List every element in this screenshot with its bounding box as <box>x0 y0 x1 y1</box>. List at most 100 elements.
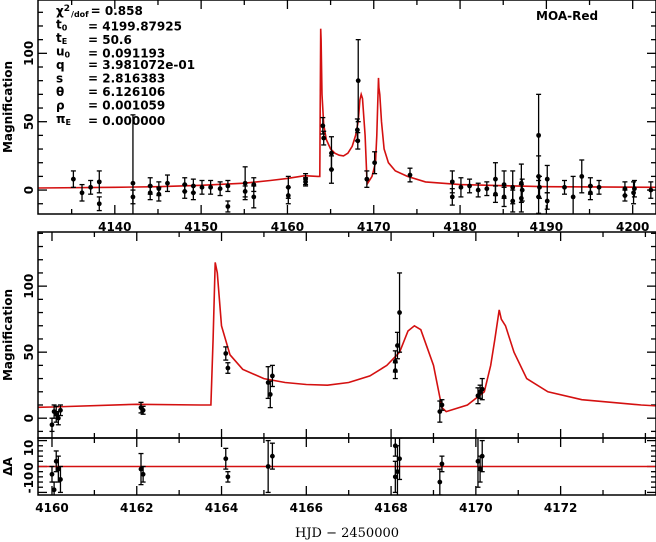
data-marker <box>518 195 524 201</box>
fit-parameter: q = 3.981072e-01 <box>56 58 195 72</box>
y-tick-label: 0 <box>22 186 36 194</box>
data-point <box>208 179 214 195</box>
data-point <box>57 465 63 494</box>
data-point <box>79 183 85 202</box>
data-marker <box>320 123 326 129</box>
data-point <box>57 404 63 417</box>
data-marker <box>439 461 445 467</box>
fit-parameter: ρ = 0.001059 <box>56 99 165 113</box>
data-point <box>397 272 403 353</box>
data-point <box>182 183 188 199</box>
data-point <box>285 186 291 205</box>
y-axis-label: Magnification <box>1 289 15 381</box>
data-point <box>544 192 550 210</box>
x-tick-label: 4170 <box>357 220 390 234</box>
data-point <box>394 331 400 360</box>
data-point <box>397 438 403 481</box>
data-marker <box>156 191 162 197</box>
data-marker <box>479 386 485 392</box>
data-point <box>223 447 229 470</box>
data-marker <box>285 193 291 198</box>
data-marker <box>321 135 327 141</box>
data-marker <box>96 179 102 185</box>
x-tick-label: 4150 <box>184 220 217 234</box>
x-tick-label: 4160 <box>35 501 68 515</box>
data-marker <box>70 176 76 182</box>
data-point <box>225 200 231 213</box>
fit-parameter: u0 = 0.091193 <box>56 45 165 61</box>
data-marker <box>225 474 231 480</box>
data-point <box>138 452 144 486</box>
data-marker <box>165 180 170 186</box>
data-marker <box>79 190 85 196</box>
data-point <box>475 182 481 198</box>
data-point <box>49 465 55 483</box>
data-marker <box>217 186 223 192</box>
data-marker <box>223 456 229 462</box>
data-point <box>475 438 481 488</box>
data-marker <box>225 365 231 371</box>
x-tick-label: 4168 <box>374 501 407 515</box>
data-marker <box>88 184 94 190</box>
data-point <box>130 189 136 205</box>
data-marker <box>140 407 146 413</box>
data-marker <box>364 176 370 182</box>
y-tick-label: -10 <box>22 472 36 494</box>
data-marker <box>562 184 567 190</box>
data-point <box>55 410 61 426</box>
fit-parameter: χ2/dof = 0.858 <box>56 4 143 19</box>
data-point <box>242 185 248 198</box>
data-marker <box>130 180 136 186</box>
data-marker <box>199 184 205 190</box>
data-point <box>439 455 445 473</box>
data-point <box>544 164 550 194</box>
data-marker <box>208 184 214 190</box>
x-tick-label: 4180 <box>443 220 476 234</box>
data-marker <box>267 392 273 397</box>
data-marker <box>467 183 472 189</box>
data-marker <box>588 190 593 196</box>
data-marker <box>58 477 63 482</box>
data-point <box>648 181 654 199</box>
fit-parameter: θ = 6.126106 <box>56 85 165 99</box>
data-marker <box>395 469 400 475</box>
data-point <box>147 185 153 201</box>
y-tick-label: 0 <box>22 462 36 470</box>
data-marker <box>53 411 59 417</box>
data-point <box>392 460 398 494</box>
data-point <box>437 468 443 495</box>
data-point <box>140 465 146 483</box>
data-point <box>492 185 498 204</box>
data-point <box>190 185 196 201</box>
data-marker <box>510 198 516 204</box>
data-marker <box>392 474 398 480</box>
data-point <box>355 131 361 150</box>
overview-panel: 0 50 100 Magnification 4140 4150 4160 4170 4180 4… <box>1 0 656 234</box>
data-point <box>251 185 257 209</box>
data-marker <box>475 393 481 399</box>
data-point <box>519 178 525 202</box>
data-marker <box>242 180 248 186</box>
y-tick-label: 50 <box>22 344 36 361</box>
data-marker <box>544 176 550 182</box>
data-point <box>364 170 370 188</box>
y-tick-label: 10 <box>22 440 36 457</box>
data-marker <box>223 351 229 356</box>
data-marker <box>355 78 361 84</box>
data-marker <box>55 415 61 421</box>
data-marker <box>395 343 400 348</box>
fit-parameter: t0 = 4199.87925 <box>56 18 182 34</box>
data-marker <box>501 182 507 188</box>
data-point <box>622 189 628 202</box>
plot-frame <box>37 0 656 215</box>
model-curve <box>38 262 656 413</box>
data-marker <box>49 471 55 477</box>
x-axis-label: HJD − 2450000 <box>295 526 399 541</box>
data-marker <box>510 184 516 190</box>
data-marker <box>501 194 507 200</box>
data-marker <box>182 189 188 194</box>
data-marker <box>329 167 334 172</box>
data-point <box>562 179 568 195</box>
data-point <box>479 439 485 473</box>
